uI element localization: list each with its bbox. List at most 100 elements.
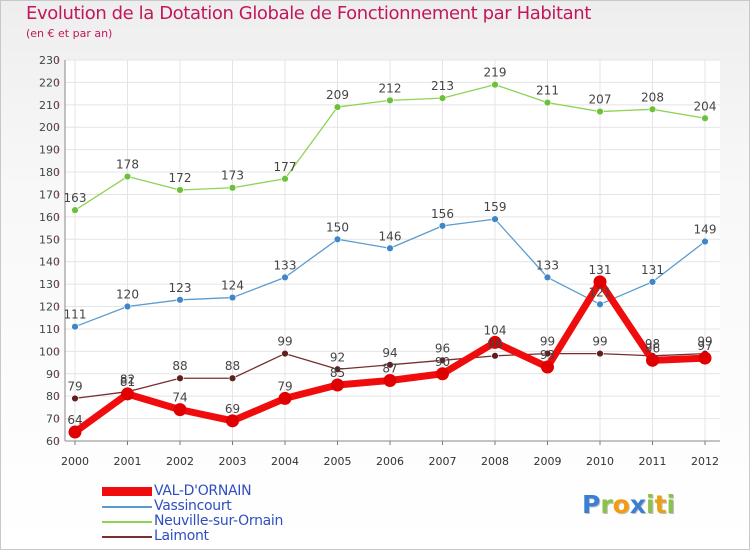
data-point-vassincourt <box>596 300 604 308</box>
data-label-val-d-ornain: 96 <box>645 341 660 355</box>
data-label-laimont: 82 <box>120 373 135 387</box>
y-tick-label: 110 <box>39 323 60 336</box>
data-label-neuville-sur-ornain: 212 <box>379 81 402 95</box>
data-point-val-d-ornain <box>436 367 449 381</box>
data-point-vassincourt <box>438 222 447 230</box>
data-point-laimont <box>333 365 342 373</box>
data-label-neuville-sur-ornain: 209 <box>326 88 349 102</box>
data-label-vassincourt: 120 <box>116 288 139 302</box>
data-point-vassincourt <box>71 323 79 331</box>
data-point-laimont <box>281 349 289 358</box>
y-tick-label: 70 <box>46 413 60 426</box>
data-point-neuville-sur-ornain <box>281 175 289 183</box>
data-point-val-d-ornain <box>278 391 292 405</box>
data-label-vassincourt: 124 <box>221 279 244 293</box>
y-tick-label: 200 <box>39 121 60 134</box>
data-point-vassincourt <box>176 296 184 304</box>
data-point-val-d-ornain <box>646 353 659 367</box>
data-label-neuville-sur-ornain: 207 <box>589 93 612 107</box>
data-point-neuville-sur-ornain <box>386 96 394 105</box>
data-label-val-d-ornain: 131 <box>589 263 612 277</box>
data-point-neuville-sur-ornain <box>228 184 237 192</box>
data-point-val-d-ornain <box>331 378 344 392</box>
data-point-laimont <box>176 374 184 382</box>
logo-letter: i <box>666 490 676 519</box>
y-tick-label: 210 <box>39 99 60 112</box>
data-point-vassincourt <box>491 215 499 223</box>
data-label-neuville-sur-ornain: 211 <box>536 84 559 98</box>
data-label-vassincourt: 149 <box>694 223 717 237</box>
data-point-laimont <box>71 394 79 403</box>
data-point-laimont <box>228 374 237 382</box>
data-label-val-d-ornain: 104 <box>484 323 507 337</box>
data-point-neuville-sur-ornain <box>71 206 79 214</box>
data-label-val-d-ornain: 93 <box>540 348 555 362</box>
y-tick-label: 80 <box>46 390 60 403</box>
logo-letter: o <box>612 490 630 519</box>
data-label-val-d-ornain: 87 <box>382 361 397 375</box>
x-tick-label: 2007 <box>429 455 457 468</box>
data-label-vassincourt: 131 <box>641 263 664 277</box>
logo-letter: r <box>600 490 613 519</box>
data-point-val-d-ornain <box>698 351 712 365</box>
data-point-neuville-sur-ornain <box>648 105 657 114</box>
y-tick-label: 120 <box>39 301 60 314</box>
y-tick-label: 230 <box>39 54 60 67</box>
data-label-val-d-ornain: 97 <box>697 339 712 353</box>
data-label-neuville-sur-ornain: 173 <box>221 169 244 183</box>
data-point-val-d-ornain <box>541 360 554 374</box>
x-tick-label: 2010 <box>586 455 614 468</box>
proxiti-logo: Proxiti <box>582 490 675 519</box>
data-point-vassincourt <box>543 273 552 282</box>
data-point-vassincourt <box>701 237 709 246</box>
data-point-val-d-ornain <box>226 414 239 428</box>
data-point-laimont <box>596 349 604 358</box>
legend-swatch-neuville-sur-ornain <box>102 521 152 523</box>
x-tick-label: 2004 <box>271 455 299 468</box>
y-tick-label: 220 <box>39 76 60 89</box>
data-label-neuville-sur-ornain: 163 <box>64 191 87 205</box>
data-point-val-d-ornain <box>121 387 134 401</box>
legend-swatch-laimont <box>102 536 152 538</box>
x-tick-label: 2005 <box>324 455 352 468</box>
legend-label-vassincourt: Vassincourt <box>154 498 232 514</box>
data-point-neuville-sur-ornain <box>176 186 184 194</box>
data-label-val-d-ornain: 85 <box>330 366 345 380</box>
data-point-neuville-sur-ornain <box>438 94 447 102</box>
data-point-vassincourt <box>386 244 394 252</box>
y-tick-label: 60 <box>46 435 60 448</box>
data-label-vassincourt: 156 <box>431 207 454 221</box>
logo-letter: t <box>654 490 667 519</box>
x-tick-label: 2001 <box>114 455 142 468</box>
data-point-neuville-sur-ornain <box>123 172 132 181</box>
data-point-neuville-sur-ornain <box>491 80 499 89</box>
data-label-laimont: 98 <box>487 337 502 351</box>
y-tick-label: 170 <box>39 188 60 201</box>
data-label-vassincourt: 150 <box>326 220 349 234</box>
data-point-neuville-sur-ornain <box>596 107 604 116</box>
x-tick-label: 2002 <box>166 455 194 468</box>
data-point-vassincourt <box>281 273 289 282</box>
data-label-neuville-sur-ornain: 172 <box>169 171 192 185</box>
data-label-laimont: 99 <box>592 335 607 349</box>
logo-letter: P <box>582 490 601 519</box>
data-point-val-d-ornain <box>383 373 397 387</box>
legend-label-val-dornain: VAL-D'ORNAIN <box>154 483 252 499</box>
y-tick-label: 100 <box>39 345 60 358</box>
data-point-val-d-ornain <box>593 275 607 289</box>
data-label-laimont: 98 <box>645 337 660 351</box>
data-point-laimont <box>543 349 552 358</box>
data-label-laimont: 79 <box>67 379 82 393</box>
data-label-vassincourt: 133 <box>536 258 559 272</box>
y-tick-label: 160 <box>39 211 60 224</box>
y-tick-label: 180 <box>39 166 60 179</box>
x-tick-label: 2006 <box>376 455 404 468</box>
data-label-neuville-sur-ornain: 208 <box>641 90 664 104</box>
data-label-laimont: 96 <box>435 341 450 355</box>
y-tick-label: 140 <box>39 256 60 269</box>
x-tick-label: 2008 <box>481 455 509 468</box>
data-label-laimont: 99 <box>277 335 292 349</box>
x-tick-label: 2003 <box>219 455 247 468</box>
data-point-laimont <box>438 356 447 365</box>
data-point-neuville-sur-ornain <box>543 98 552 107</box>
